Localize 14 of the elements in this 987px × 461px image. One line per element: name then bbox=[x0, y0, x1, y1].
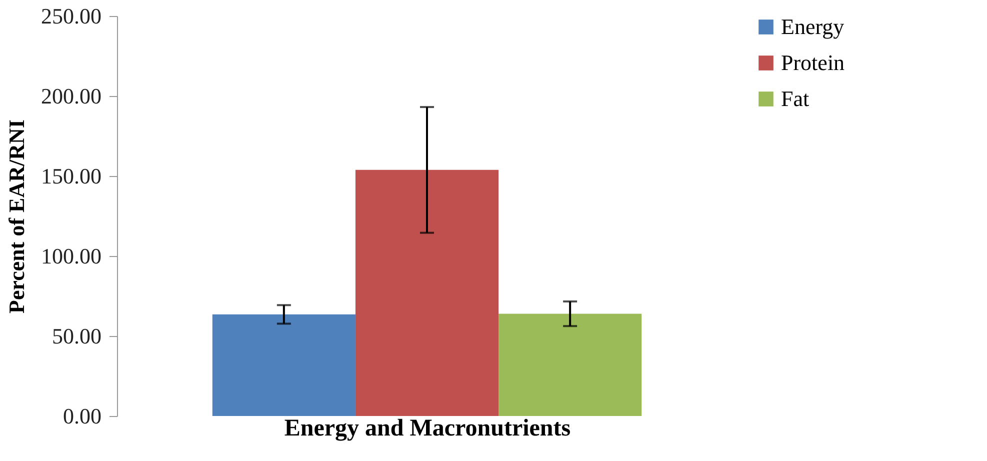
y-tick-label: 50.00 bbox=[52, 324, 102, 348]
y-axis-title: Percent of EAR/RNI bbox=[4, 120, 29, 314]
y-tick-label: 150.00 bbox=[41, 164, 102, 188]
bar bbox=[212, 314, 356, 416]
x-axis-title: Energy and Macronutrients bbox=[284, 416, 571, 442]
bar bbox=[355, 170, 499, 416]
bar bbox=[498, 314, 642, 416]
y-tick-label: 0.00 bbox=[63, 404, 102, 428]
y-tick-label: 200.00 bbox=[41, 84, 102, 108]
legend-label: Protein bbox=[781, 50, 845, 75]
legend-label: Fat bbox=[781, 86, 810, 111]
y-tick-label: 100.00 bbox=[41, 244, 102, 268]
legend-label: Energy bbox=[781, 14, 844, 39]
y-tick-label: 250.00 bbox=[41, 4, 102, 28]
